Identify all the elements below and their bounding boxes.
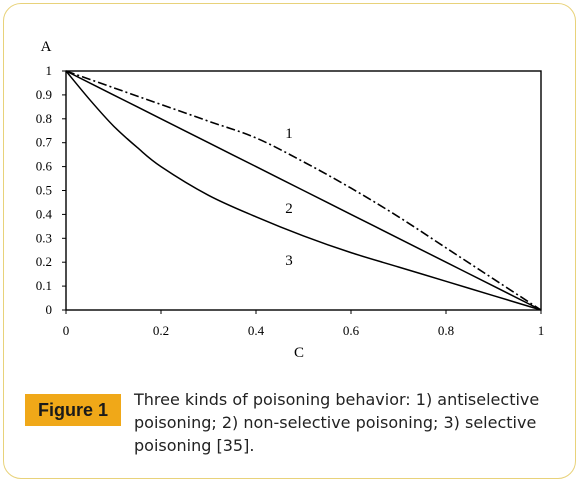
plot-area: 0 0.1 0.2 0.3 0.4 0.5 0.6 0.7 0.8 0.9 1 0 0.2 0.4 0.6 0… — [36, 39, 545, 361]
line-chart: 0 0.1 0.2 0.3 0.4 0.5 0.6 0.7 0.8 0.9 1 0 0.2 0.4 0.6 0… — [36, 39, 545, 361]
x-tick-label: 0.4 — [248, 323, 265, 338]
x-tick-label: 0.8 — [438, 323, 454, 338]
series-label-1: 1 — [285, 126, 293, 142]
y-axis-label: A — [41, 39, 52, 55]
y-tick-label: 1 — [46, 63, 53, 78]
series-line-3 — [65, 70, 542, 311]
series-label-2: 2 — [285, 201, 293, 217]
y-tick-label: 0.9 — [36, 87, 52, 102]
x-axis-label: C — [294, 345, 304, 361]
y-tick-label: 0.1 — [36, 278, 52, 293]
series-label-3: 3 — [285, 253, 293, 269]
series-line-1 — [65, 70, 542, 311]
figure-badge: Figure 1 — [25, 394, 121, 426]
x-tick-label: 1 — [538, 323, 545, 338]
figure-caption: Three kinds of poisoning behavior: 1) an… — [134, 390, 540, 455]
y-tick-label: 0.7 — [36, 135, 53, 150]
x-tick-label: 0.2 — [153, 323, 169, 338]
y-tick-label: 0.8 — [36, 111, 52, 126]
y-tick-label: 0.4 — [36, 206, 53, 221]
series-line-2 — [65, 70, 542, 311]
y-tick-label: 0.6 — [36, 159, 53, 174]
y-tick-label: 0.5 — [36, 183, 52, 198]
x-tick-label: 0 — [63, 323, 70, 338]
y-tick-label: 0.3 — [36, 230, 52, 245]
y-tick-label: 0.2 — [36, 254, 52, 269]
y-tick-label: 0 — [46, 302, 53, 317]
x-tick-label: 0.6 — [343, 323, 360, 338]
